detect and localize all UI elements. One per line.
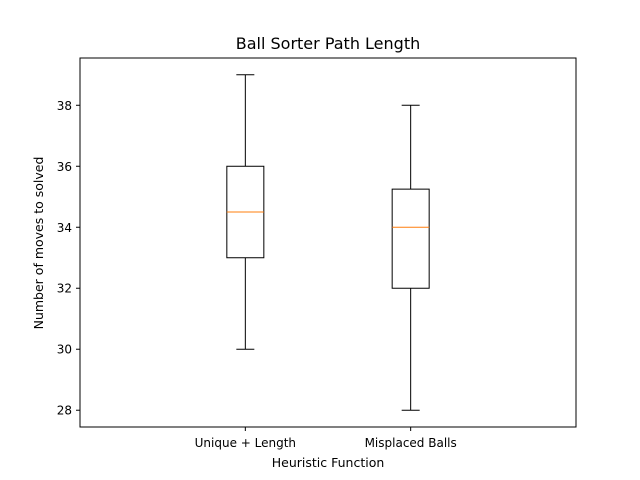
box-iqr (391, 188, 430, 289)
y-axis-label: Number of moves to solved (31, 157, 46, 330)
y-tick-label: 30 (57, 343, 72, 357)
plot-frame (79, 57, 577, 428)
y-tick-label: 38 (57, 99, 72, 113)
y-tick-label: 34 (57, 221, 72, 235)
x-tick-label: Misplaced Balls (365, 436, 457, 450)
x-tick-label: Unique + Length (195, 436, 296, 450)
x-axis-label: Heuristic Function (272, 455, 385, 470)
y-tick-label: 36 (57, 160, 72, 174)
y-tick-label: 32 (57, 282, 72, 296)
chart-title: Ball Sorter Path Length (236, 34, 420, 53)
y-tick-label: 28 (57, 404, 72, 418)
plot-area: 28 30 32 34 36 38 Unique + Length Misplaced Bal… (57, 74, 457, 450)
